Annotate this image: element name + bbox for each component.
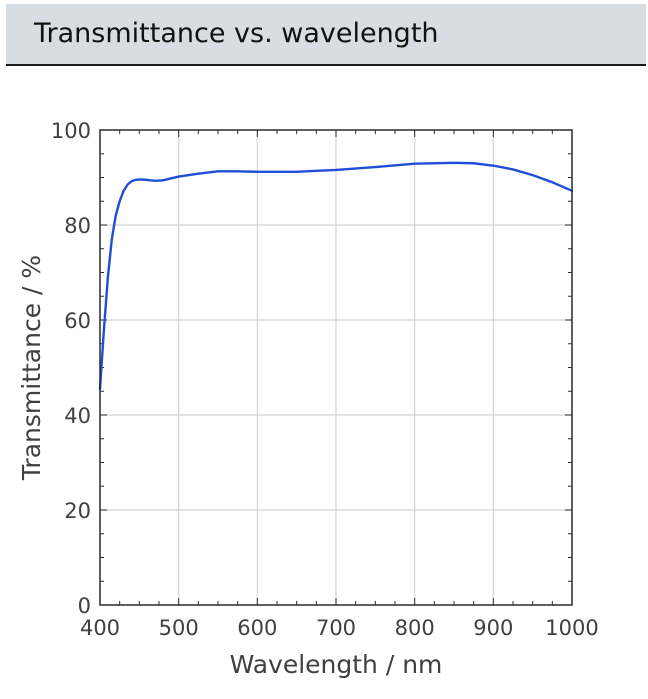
x-tick-label: 500 xyxy=(159,616,199,640)
line-layer xyxy=(98,161,574,391)
transmittance-chart: 400 500 600 700 800 900 1000 0 20 40 60 80 100 Wavel… xyxy=(17,119,599,679)
x-tick-label: 800 xyxy=(395,616,435,640)
y-tick-label: 20 xyxy=(64,499,91,523)
y-tick-label: 0 xyxy=(78,594,91,618)
y-tick-label: 100 xyxy=(51,119,91,143)
grid-layer xyxy=(100,130,572,605)
y-tick-label: 60 xyxy=(64,309,91,333)
x-axis-label: Wavelength / nm xyxy=(230,650,443,679)
page-title: Transmittance vs. wavelength xyxy=(34,18,439,49)
series-line xyxy=(98,161,574,391)
y-tick-label: 40 xyxy=(64,404,91,428)
plot-frame xyxy=(99,129,573,606)
x-tick-label: 900 xyxy=(473,616,513,640)
x-tick-label: 1000 xyxy=(545,616,598,640)
x-tick-label: 700 xyxy=(316,616,356,640)
y-tick-label: 80 xyxy=(64,214,91,238)
header-bar: Transmittance vs. wavelength xyxy=(6,4,646,66)
y-axis-label: Transmittance / % xyxy=(17,255,46,481)
label-layer: 400 500 600 700 800 900 1000 0 20 40 60 80 100 xyxy=(51,119,599,640)
x-tick-label: 400 xyxy=(80,616,120,640)
x-tick-label: 600 xyxy=(237,616,277,640)
chart-container: 400 500 600 700 800 900 1000 0 20 40 60 80 100 Wavel… xyxy=(0,70,648,694)
